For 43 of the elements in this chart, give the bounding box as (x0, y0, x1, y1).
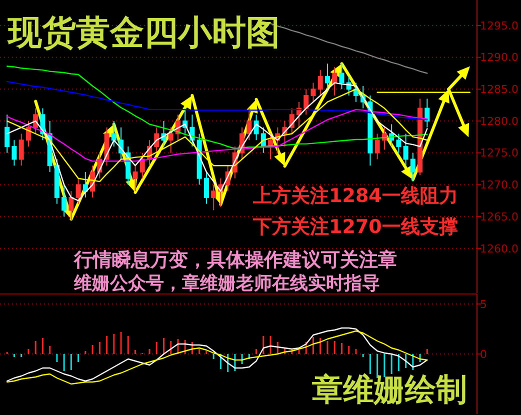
candlestick (424, 98, 430, 128)
annotation: 上方关注1284一线阻力 (252, 185, 458, 207)
candlestick (18, 133, 24, 166)
y-tick-label: 1260.0 (480, 242, 518, 256)
candlestick (4, 114, 10, 154)
y-tick-label: 1295.0 (480, 19, 518, 32)
annotation: 下方关注1270一线支撑 (252, 216, 458, 238)
candlestick (82, 171, 88, 198)
candlestick (318, 70, 323, 96)
candlestick (403, 133, 408, 166)
candlestick (332, 66, 338, 96)
annotation: 行情瞬息万变，具体操作建议可关注章 (73, 249, 397, 271)
y-tick-label: 1280.0 (480, 114, 518, 128)
candlestick (374, 133, 380, 160)
candlestick (62, 184, 67, 218)
annotation: 维姗公众号，章维姗老师在线实时指导 (73, 273, 380, 294)
y-tick-label: 1270.0 (480, 178, 518, 192)
candlestick (111, 120, 116, 147)
candlestick (246, 108, 252, 141)
y-tick-label: 5 (480, 298, 487, 311)
candlestick (304, 88, 309, 116)
candlestick (289, 108, 294, 134)
candlestick (396, 133, 402, 154)
candlestick (339, 63, 344, 90)
candlestick (204, 171, 209, 204)
candlestick (310, 82, 316, 102)
y-tick-label: 1285.0 (480, 83, 518, 96)
candlestick (410, 152, 416, 182)
candlestick (324, 63, 330, 90)
candlestick (68, 190, 74, 220)
candlestick (26, 120, 31, 147)
y-tick-label: 1265.0 (480, 210, 518, 224)
candlestick (132, 165, 138, 192)
candlestick (76, 178, 81, 204)
annotation: 章维姗绘制 (312, 372, 467, 408)
candlestick (140, 152, 145, 179)
y-tick-label: 1290.0 (480, 51, 518, 64)
chart-title: 现货黄金四小时图 (6, 13, 280, 53)
candlestick (168, 126, 174, 154)
y-tick-label: 1275.0 (480, 146, 518, 160)
y-tick-label: 0 (480, 348, 487, 361)
candlestick (12, 140, 17, 166)
candlestick (211, 184, 216, 211)
